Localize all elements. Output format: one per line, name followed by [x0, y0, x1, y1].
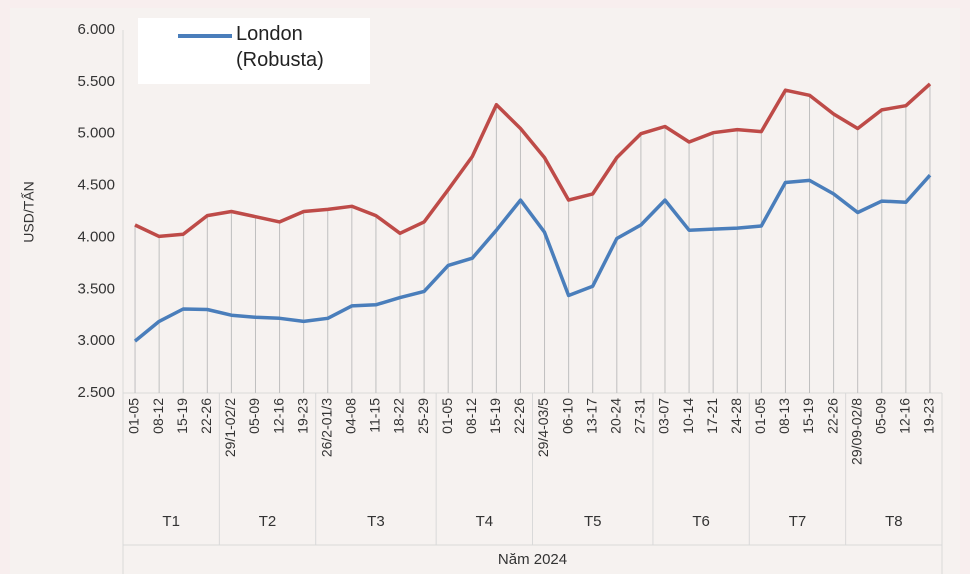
x-tick-label: 08-12: [463, 398, 479, 434]
x-tick-label: 22-26: [198, 398, 214, 434]
x-tick-label: 06-10: [559, 398, 575, 434]
x-tick-label: 27-31: [632, 398, 648, 434]
y-tick-label: 3.500: [77, 280, 115, 297]
y-tick-label: 4.500: [77, 177, 115, 194]
x-tick-label: 22-26: [824, 398, 840, 434]
legend-label: London (Robusta): [236, 21, 366, 73]
x-tick-label: 29/4-03/5: [535, 398, 551, 457]
x-tick-label: 22-26: [511, 398, 527, 434]
group-label: T1: [162, 513, 180, 530]
x-tick-label: 08-12: [150, 398, 166, 434]
y-tick-label: 2.500: [77, 384, 115, 401]
y-tick-label: 6.000: [77, 21, 115, 38]
group-label: T8: [885, 513, 903, 530]
x-tick-label: 29/1-02/2: [222, 398, 238, 457]
legend-swatch: [138, 18, 238, 58]
y-tick-label: 3.000: [77, 332, 115, 349]
x-tick-label: 15-19: [487, 398, 503, 434]
x-tick-label: 25-29: [415, 398, 431, 434]
x-tick-label: 15-19: [800, 398, 816, 434]
x-tick-label: 24-28: [728, 398, 744, 434]
x-tick-label: 29/09-02/8: [848, 398, 864, 465]
group-label: T5: [584, 513, 602, 530]
x-tick-label: 10-14: [680, 398, 696, 434]
y-tick-label: 5.500: [77, 73, 115, 90]
x-tick-label: 05-09: [246, 398, 262, 434]
group-title: Năm 2024: [498, 551, 567, 568]
y-axis-title: USD/TẤN: [21, 181, 37, 242]
x-tick-label: 20-24: [608, 398, 624, 434]
group-label: T4: [476, 513, 494, 530]
x-tick-label: 05-09: [872, 398, 888, 434]
group-label: T7: [789, 513, 807, 530]
chart-area: [10, 8, 960, 574]
chart: USD/TẤN 2.500 3.000 3.500 4.000 4.500 5.000 5.…: [0, 0, 970, 574]
group-label: T3: [367, 513, 385, 530]
group-label: T2: [259, 513, 277, 530]
x-tick-label: 15-19: [174, 398, 190, 434]
x-tick-label: 19-23: [921, 398, 937, 434]
x-tick-label: 19-23: [294, 398, 310, 434]
legend: London (Robusta): [138, 18, 370, 84]
x-tick-label: 01-05: [439, 398, 455, 434]
x-tick-label: 26/2-01/3: [318, 398, 334, 457]
x-tick-label: 03-07: [656, 398, 672, 434]
x-tick-label: 08-13: [776, 398, 792, 434]
x-tick-label: 04-08: [343, 398, 359, 434]
x-tick-label: 17-21: [704, 398, 720, 434]
x-tick-label: 12-16: [897, 398, 913, 434]
x-tick-label: 12-16: [270, 398, 286, 434]
x-tick-label: 01-05: [126, 398, 142, 434]
chart-svg: USD/TẤN 2.500 3.000 3.500 4.000 4.500 5.000 5.…: [0, 0, 970, 574]
group-label: T6: [692, 513, 710, 530]
y-tick-label: 5.000: [77, 125, 115, 142]
x-tick-label: 01-05: [752, 398, 768, 434]
x-tick-label: 18-22: [391, 398, 407, 434]
x-tick-label: 13-17: [583, 398, 599, 434]
x-tick-label: 11-15: [367, 398, 383, 433]
y-tick-label: 4.000: [77, 228, 115, 245]
